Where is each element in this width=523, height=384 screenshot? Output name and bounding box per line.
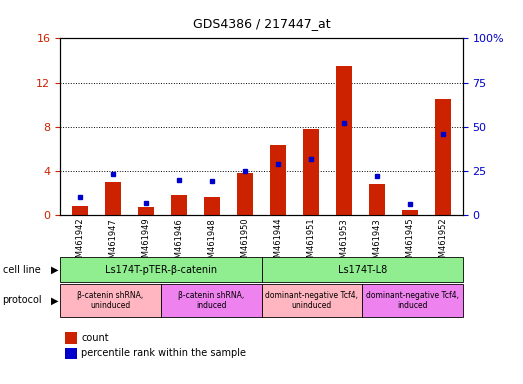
Bar [161, 284, 262, 317]
Bar [237, 173, 253, 215]
Text: β-catenin shRNA,
uninduced: β-catenin shRNA, uninduced [77, 291, 144, 310]
Bar [170, 195, 187, 215]
Text: cell line: cell line [3, 265, 40, 275]
Bar [362, 284, 463, 317]
Bar [262, 284, 362, 317]
Text: β-catenin shRNA,
induced: β-catenin shRNA, induced [178, 291, 244, 310]
Text: protocol: protocol [3, 295, 42, 306]
Text: ▶: ▶ [51, 265, 58, 275]
Bar [336, 66, 353, 215]
Bar [303, 129, 319, 215]
Bar [60, 257, 262, 282]
Bar [204, 197, 220, 215]
Bar [60, 284, 161, 317]
Bar [72, 206, 88, 215]
Text: GDS4386 / 217447_at: GDS4386 / 217447_at [192, 17, 331, 30]
Text: dominant-negative Tcf4,
uninduced: dominant-negative Tcf4, uninduced [265, 291, 358, 310]
Bar [105, 182, 121, 215]
Bar [369, 184, 385, 215]
Text: percentile rank within the sample: percentile rank within the sample [81, 348, 246, 358]
Text: ▶: ▶ [51, 295, 58, 306]
Bar [402, 210, 418, 215]
Text: Ls174T-L8: Ls174T-L8 [337, 265, 387, 275]
Bar [270, 146, 286, 215]
Text: dominant-negative Tcf4,
induced: dominant-negative Tcf4, induced [366, 291, 459, 310]
Bar [138, 207, 154, 215]
Bar [435, 99, 451, 215]
Text: count: count [81, 333, 109, 343]
Bar [262, 257, 463, 282]
Text: Ls174T-pTER-β-catenin: Ls174T-pTER-β-catenin [105, 265, 217, 275]
